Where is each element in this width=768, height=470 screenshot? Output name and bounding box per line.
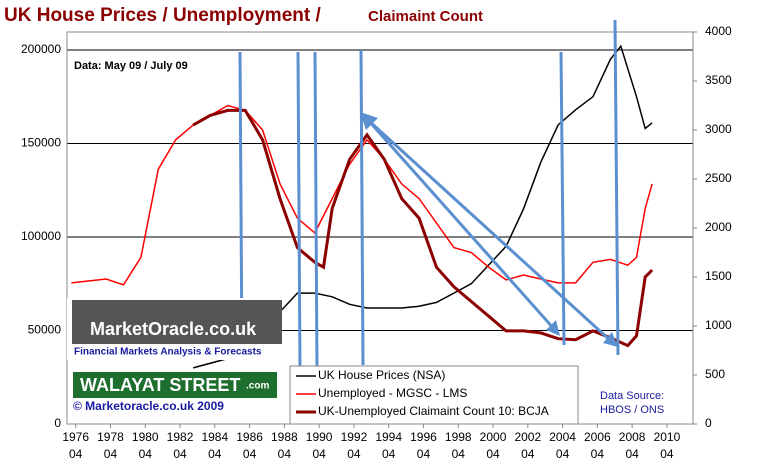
- x-tick-label: 1988 04: [271, 430, 298, 461]
- chart-subtitle: Claimaint Count: [368, 8, 483, 25]
- y-tick-label: 200000: [21, 42, 61, 56]
- x-tick-label: 2010 04: [654, 430, 681, 461]
- legend: [289, 365, 579, 425]
- x-tick-label: 2002 04: [514, 430, 541, 461]
- logo-tagline: Financial Markets Analysis & Forecasts: [74, 347, 262, 358]
- x-tick-label: 1990 04: [306, 430, 333, 461]
- x-tick-label: 1992 04: [341, 430, 368, 461]
- chart-title: UK House Prices / Unemployment /: [4, 5, 321, 26]
- y2-tick-label: 2500: [705, 171, 732, 185]
- logo-copyright: © Marketoracle.co.uk 2009: [73, 399, 224, 413]
- annotation-lines: [238, 19, 620, 371]
- x-tick-label: 1986 04: [236, 430, 263, 461]
- y2-tick-label: 4000: [705, 24, 732, 38]
- y2-tick-label: 2000: [705, 220, 732, 234]
- logo-text: WALAYAT STREET: [80, 375, 240, 395]
- y2-tick-label: 3500: [705, 73, 732, 87]
- x-tick-label: 1994 04: [375, 430, 402, 461]
- x-tick-label: 2006 04: [584, 430, 611, 461]
- legend-label: UK-Unemployed Claimaint Count 10: BCJA: [318, 404, 549, 418]
- y2-tick-label: 1500: [705, 269, 732, 283]
- x-tick-label: 1980 04: [132, 430, 159, 461]
- x-tick-label: 1984 04: [201, 430, 228, 461]
- x-tick-label: 1978 04: [97, 430, 124, 461]
- x-tick-label: 2000 04: [480, 430, 507, 461]
- legend-label: Unemployed - MGSC - LMS: [318, 386, 467, 400]
- logo-text: MarketOracle.co.uk: [90, 319, 257, 339]
- x-tick-label: 1982 04: [167, 430, 194, 461]
- y2-tick-label: 0: [705, 416, 712, 430]
- x-tick-label: 2008 04: [619, 430, 646, 461]
- annotation: Data: May 09 / July 09: [74, 60, 188, 72]
- y2-tick-label: 1000: [705, 318, 732, 332]
- logo: MarketOracle.co.uk Financial Markets Ana…: [67, 298, 282, 413]
- source-note: HBOS / ONS: [600, 404, 664, 416]
- source-note: Data Source:: [600, 390, 664, 402]
- y-tick-label: 100000: [21, 229, 61, 243]
- x-tick-label: 2004 04: [549, 430, 576, 461]
- y-tick-label: 150000: [21, 136, 61, 150]
- series-line: [192, 108, 654, 348]
- y-tick-label: 0: [54, 416, 61, 430]
- plot-frame: [66, 31, 694, 425]
- x-tick-label: 1976 04: [62, 430, 89, 461]
- y2-tick-label: 3000: [705, 122, 732, 136]
- x-tick-label: 1998 04: [445, 430, 472, 461]
- logo-text: .com: [246, 381, 269, 392]
- legend-label: UK House Prices (NSA): [318, 368, 445, 382]
- y2-tick-label: 500: [705, 367, 725, 381]
- x-tick-label: 1996 04: [410, 430, 437, 461]
- y-tick-label: 50000: [28, 323, 62, 337]
